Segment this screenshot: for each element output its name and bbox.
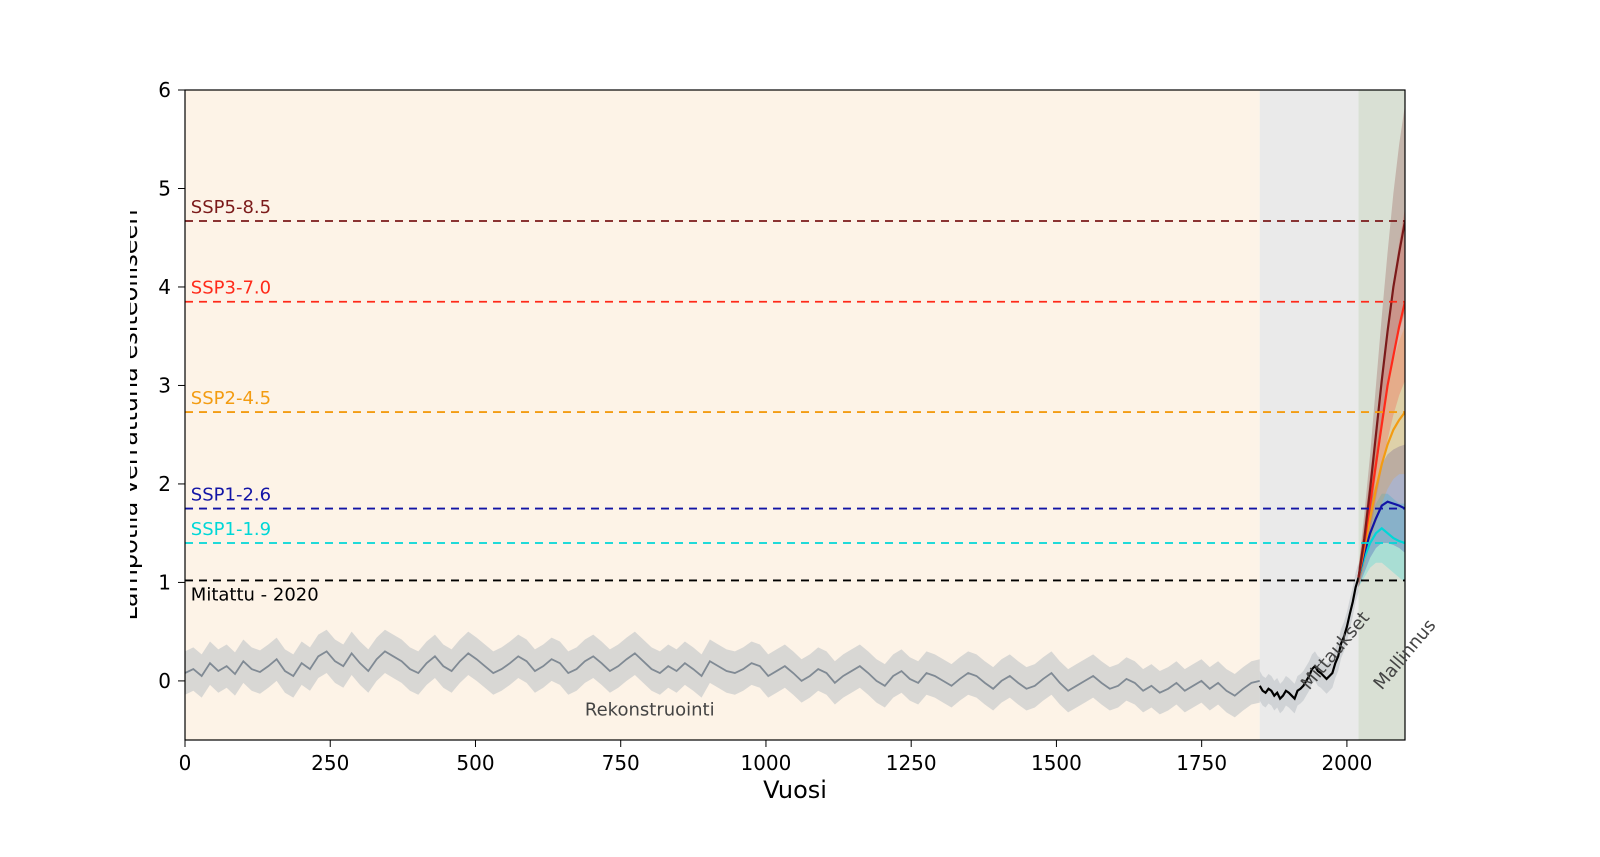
xtick-1500: 1500 <box>1031 751 1082 775</box>
xtick-0: 0 <box>179 751 192 775</box>
xtick-1250: 1250 <box>886 751 937 775</box>
xtick-750: 750 <box>602 751 640 775</box>
ytick-3: 3 <box>158 373 171 397</box>
ytick-1: 1 <box>158 570 171 594</box>
refline-label-ssp585: SSP5-8.5 <box>191 197 271 218</box>
xtick-2000: 2000 <box>1321 751 1372 775</box>
ytick-5: 5 <box>158 176 171 200</box>
xtick-1000: 1000 <box>740 751 791 775</box>
xtick-1750: 1750 <box>1176 751 1227 775</box>
ytick-4: 4 <box>158 275 171 299</box>
temperature-projection-chart: 0 250 500 750 1000 1250 1500 1750 2000 0 1 2 3 4 5 6 Vuo… <box>130 40 1460 800</box>
ytick-0: 0 <box>158 669 171 693</box>
refline-label-ssp370: SSP3-7.0 <box>191 278 271 299</box>
x-axis-label: Vuosi <box>763 776 827 800</box>
refline-label-mitattu2020: Mitattu - 2020 <box>191 584 319 605</box>
region-label-reconstruction: Rekonstruointi <box>585 699 715 720</box>
refline-label-ssp119: SSP1-1.9 <box>191 519 271 540</box>
refline-label-ssp126: SSP1-2.6 <box>191 485 271 506</box>
ytick-6: 6 <box>158 78 171 102</box>
y-axis-label: Lämpötila verrattuna esiteolliseen <box>130 209 143 620</box>
refline-label-ssp245: SSP2-4.5 <box>191 388 271 409</box>
xtick-500: 500 <box>456 751 494 775</box>
xtick-250: 250 <box>311 751 349 775</box>
chart-svg: 0 250 500 750 1000 1250 1500 1750 2000 0 1 2 3 4 5 6 Vuo… <box>130 40 1460 800</box>
ytick-2: 2 <box>158 472 171 496</box>
